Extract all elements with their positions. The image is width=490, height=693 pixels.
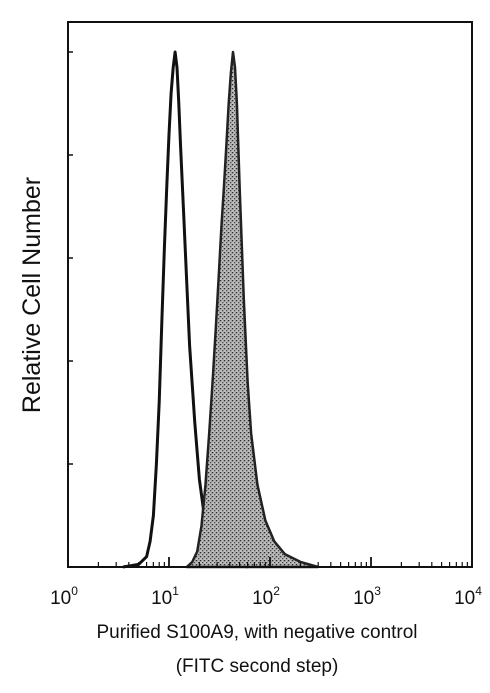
x-tick-label: 100 [50,584,78,609]
histogram-series-negative-control [122,50,249,569]
histogram-series-s100a9 [185,50,320,569]
x-tick-label: 102 [252,584,280,609]
x-tick-label: 104 [454,584,482,609]
histogram-curves [68,50,472,569]
y-axis-label: Relative Cell Number [18,177,46,413]
x-axis-ticks: 100 101 102 103 104 [50,557,482,609]
x-tick-label: 103 [353,584,381,609]
plot-frame [67,21,473,568]
x-axis-label-line-1: Purified S100A9, with negative control [96,622,417,643]
x-tick-label: 101 [151,584,179,609]
x-axis-label-line-2: (FITC second step) [176,656,339,677]
